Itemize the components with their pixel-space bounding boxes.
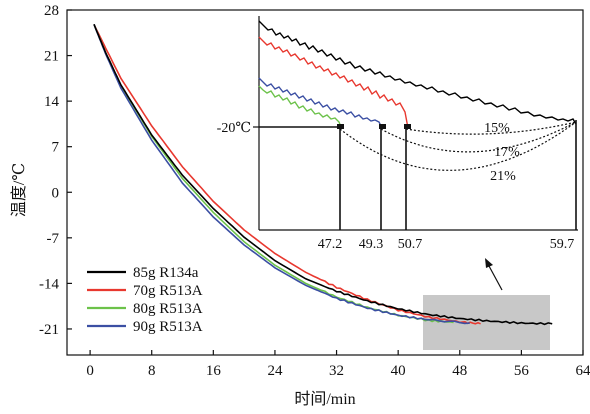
inset-curve-85g-r134a <box>258 20 577 125</box>
inset-background <box>258 16 578 230</box>
legend: 85g R134a 70g R513A 80g R513A 90g R513A <box>87 265 203 335</box>
x-axis-ticks: 0 8 16 24 32 40 48 56 64 <box>86 350 590 379</box>
series-line-1 <box>93 23 481 325</box>
legend-label: 90g R513A <box>133 319 203 335</box>
pct-label-21: 21% <box>490 169 516 184</box>
legend-label: 70g R513A <box>133 283 203 299</box>
y-tick-label: 14 <box>44 94 60 110</box>
y-tick-label: 21 <box>44 49 59 65</box>
inset-curve-90g-r513a <box>258 77 383 129</box>
x-axis-title: 时间/min <box>294 390 355 408</box>
y-axis-title: 温度/℃ <box>10 163 28 217</box>
marker-50 <box>404 124 411 129</box>
y-tick-label: 0 <box>52 185 60 201</box>
pct-label-17: 17% <box>494 145 520 160</box>
marker-49 <box>379 124 386 129</box>
savings-curve-17 <box>380 121 577 153</box>
marker-47 <box>337 124 344 129</box>
y-tick-label: 7 <box>52 140 60 156</box>
inset-curve-70g-r513a <box>258 36 409 129</box>
series-line-3 <box>93 24 470 325</box>
inset-x-label-49: 49.3 <box>359 237 384 252</box>
plot-frame <box>66 9 584 356</box>
y-axis-ticks: -21 -14 -7 0 7 14 21 28 <box>39 3 72 338</box>
pct-label-15: 15% <box>484 121 510 136</box>
inset-x-label-50: 50.7 <box>398 237 423 252</box>
inset-ref-label: -20℃ <box>217 121 251 136</box>
zoom-arrow <box>485 258 503 291</box>
x-tick-label: 32 <box>329 363 344 379</box>
x-tick-label: 48 <box>452 363 467 379</box>
x-tick-label: 0 <box>86 363 94 379</box>
x-tick-label: 40 <box>391 363 406 379</box>
inset-curve-80g-r513a <box>258 85 342 128</box>
x-tick-label: 16 <box>206 363 222 379</box>
inset-zoom: -20℃ 15% 17% 21% 47.2 49.3 50.7 59.7 <box>217 16 578 252</box>
legend-label: 85g R134a <box>133 265 199 281</box>
y-tick-label: -7 <box>47 231 60 247</box>
inset-x-label-59: 59.7 <box>550 237 575 252</box>
x-tick-label: 56 <box>514 363 530 379</box>
y-tick-label: -21 <box>39 322 59 338</box>
inset-x-label-47: 47.2 <box>318 237 343 252</box>
x-tick-label: 64 <box>576 363 590 379</box>
savings-curve-15 <box>405 121 577 135</box>
legend-label: 80g R513A <box>133 301 203 317</box>
x-tick-label: 24 <box>267 363 283 379</box>
y-tick-label: 28 <box>44 3 59 19</box>
y-tick-label: -14 <box>39 276 59 292</box>
x-tick-label: 8 <box>148 363 156 379</box>
series-lines <box>93 23 553 326</box>
series-line-0 <box>93 24 553 326</box>
